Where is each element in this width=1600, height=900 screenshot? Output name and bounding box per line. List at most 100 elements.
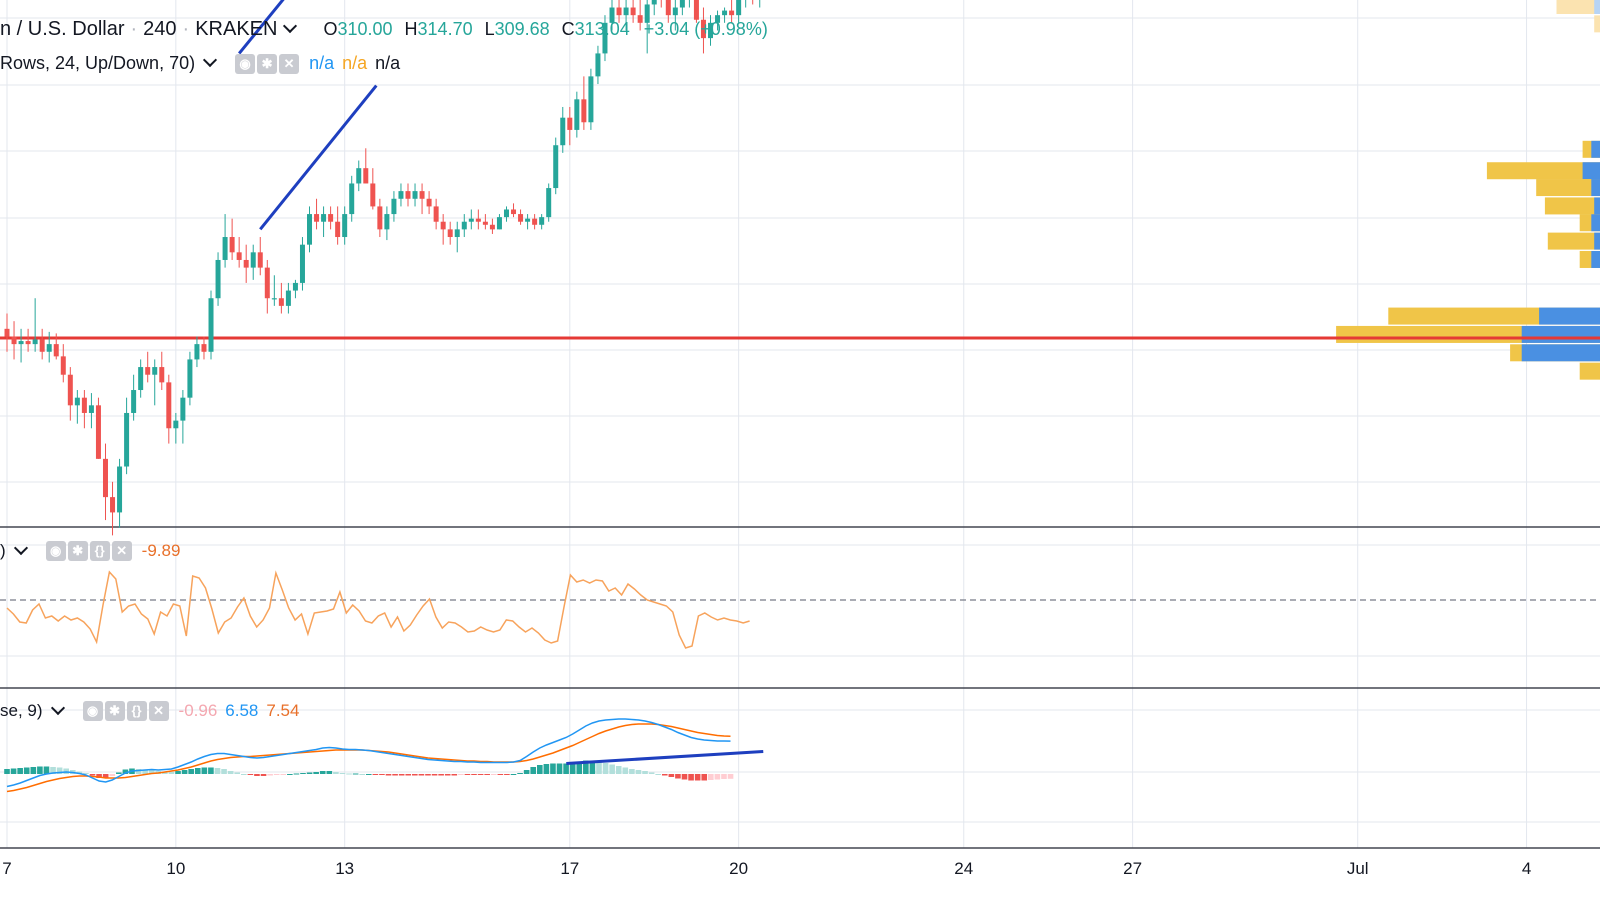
macd-hist-bar (444, 774, 451, 776)
chevron-down-icon[interactable] (283, 18, 298, 34)
candle (588, 76, 594, 123)
close-label: C (561, 18, 575, 39)
macd-hist-bar (102, 774, 109, 778)
interval-label[interactable]: 240 (143, 17, 177, 40)
vp-value-total: n/a (375, 52, 401, 73)
candle (405, 191, 411, 199)
vp-down-bar (1521, 344, 1600, 362)
legend-dot: · (130, 17, 138, 40)
macd-hist-bar (287, 774, 293, 775)
candle (102, 458, 108, 498)
candle (271, 298, 277, 300)
macd-hist-bar (589, 760, 596, 774)
exchange-label: KRAKEN (195, 17, 278, 40)
close-icon[interactable]: ✕ (111, 541, 132, 561)
macd-hist-bar (313, 772, 319, 774)
candle (88, 405, 94, 413)
candle (314, 214, 320, 222)
candles (4, 0, 761, 536)
vp-down-bar (1594, 0, 1600, 14)
macd-hist-bar (293, 773, 300, 775)
macd-hist-bar (609, 764, 615, 774)
macd-hist-bar (43, 766, 50, 774)
change-value: +3.04 (+0.98%) (643, 18, 768, 39)
macd-hist-bar (23, 767, 30, 774)
candle (53, 344, 59, 357)
osc-line (6, 570, 750, 649)
low-label: L (484, 18, 495, 39)
candle (398, 191, 404, 199)
close-icon[interactable]: ✕ (148, 701, 169, 721)
volume-profile (1336, 0, 1600, 380)
candle (412, 191, 418, 199)
candle (377, 206, 383, 230)
macd-hist-bar (648, 772, 655, 774)
braces-icon[interactable]: {} (89, 540, 110, 561)
candle (644, 4, 650, 23)
candle (236, 252, 242, 260)
candle (384, 214, 390, 230)
candle (581, 99, 587, 123)
macd-hist-bar (655, 774, 661, 775)
gear-icon[interactable]: ✱ (104, 701, 125, 721)
macd-hist-bar (458, 774, 464, 775)
candle (602, 22, 608, 54)
candle (454, 229, 460, 238)
chevron-down-icon[interactable] (203, 52, 218, 68)
macd-hist-bar (451, 774, 458, 776)
candle (433, 206, 439, 222)
macd-legend: se, 9) ◉ ✱{} ✕ -0.96 6.58 7.54 (0, 700, 299, 721)
candle (440, 221, 446, 230)
macd-hist-bar (188, 769, 194, 774)
macd-hist-bar (615, 766, 622, 774)
grid-lines (0, 0, 1600, 848)
candle (672, 7, 678, 16)
x-tick-label: 24 (954, 859, 973, 878)
macd-hist-bar (221, 769, 227, 774)
gear-icon[interactable]: ✱ (67, 541, 88, 561)
macd-params: se, 9) (0, 700, 43, 720)
chevron-down-icon[interactable] (13, 540, 28, 555)
macd-hist-bar (727, 774, 734, 779)
gear-icon[interactable]: ✱ (257, 54, 278, 74)
macd-hist-bar (4, 769, 10, 774)
eye-icon[interactable]: ◉ (235, 54, 256, 74)
vp-down-bar (1594, 197, 1600, 215)
macd-hist-bar (688, 774, 694, 781)
candle (145, 367, 151, 375)
close-value: 313.04 (574, 18, 630, 39)
macd-hist-bar (227, 771, 234, 774)
macd-hist-bar (629, 769, 635, 774)
macd-hist-bar (30, 767, 37, 774)
candle (518, 214, 524, 222)
candle (651, 0, 657, 5)
macd-hist-bar (122, 769, 129, 774)
candle (623, 7, 629, 16)
chevron-down-icon[interactable] (50, 700, 65, 715)
candle (74, 397, 80, 406)
macd-hist-bar (536, 765, 543, 774)
braces-icon[interactable]: {} (126, 700, 147, 721)
candle (637, 15, 643, 23)
candle (81, 397, 87, 413)
eye-icon[interactable]: ◉ (82, 701, 103, 721)
candle (370, 183, 376, 207)
eye-icon[interactable]: ◉ (45, 541, 66, 561)
macd-hist-bar (622, 767, 629, 774)
candle (574, 99, 580, 130)
candle (616, 7, 622, 16)
macd-hist-bar (523, 770, 530, 774)
candle (391, 198, 397, 215)
candle (222, 237, 228, 260)
close-icon[interactable]: ✕ (279, 54, 300, 74)
macd-hist-bar (642, 771, 648, 774)
macd-hist-bar (385, 774, 392, 776)
open-label: O (323, 18, 338, 39)
macd-hist-bar (96, 774, 102, 778)
candle (25, 341, 31, 345)
macd-hist-bar (247, 774, 254, 775)
open-value: 310.00 (337, 18, 393, 39)
macd-hist-bar (425, 774, 431, 776)
high-value: 314.70 (417, 18, 473, 39)
